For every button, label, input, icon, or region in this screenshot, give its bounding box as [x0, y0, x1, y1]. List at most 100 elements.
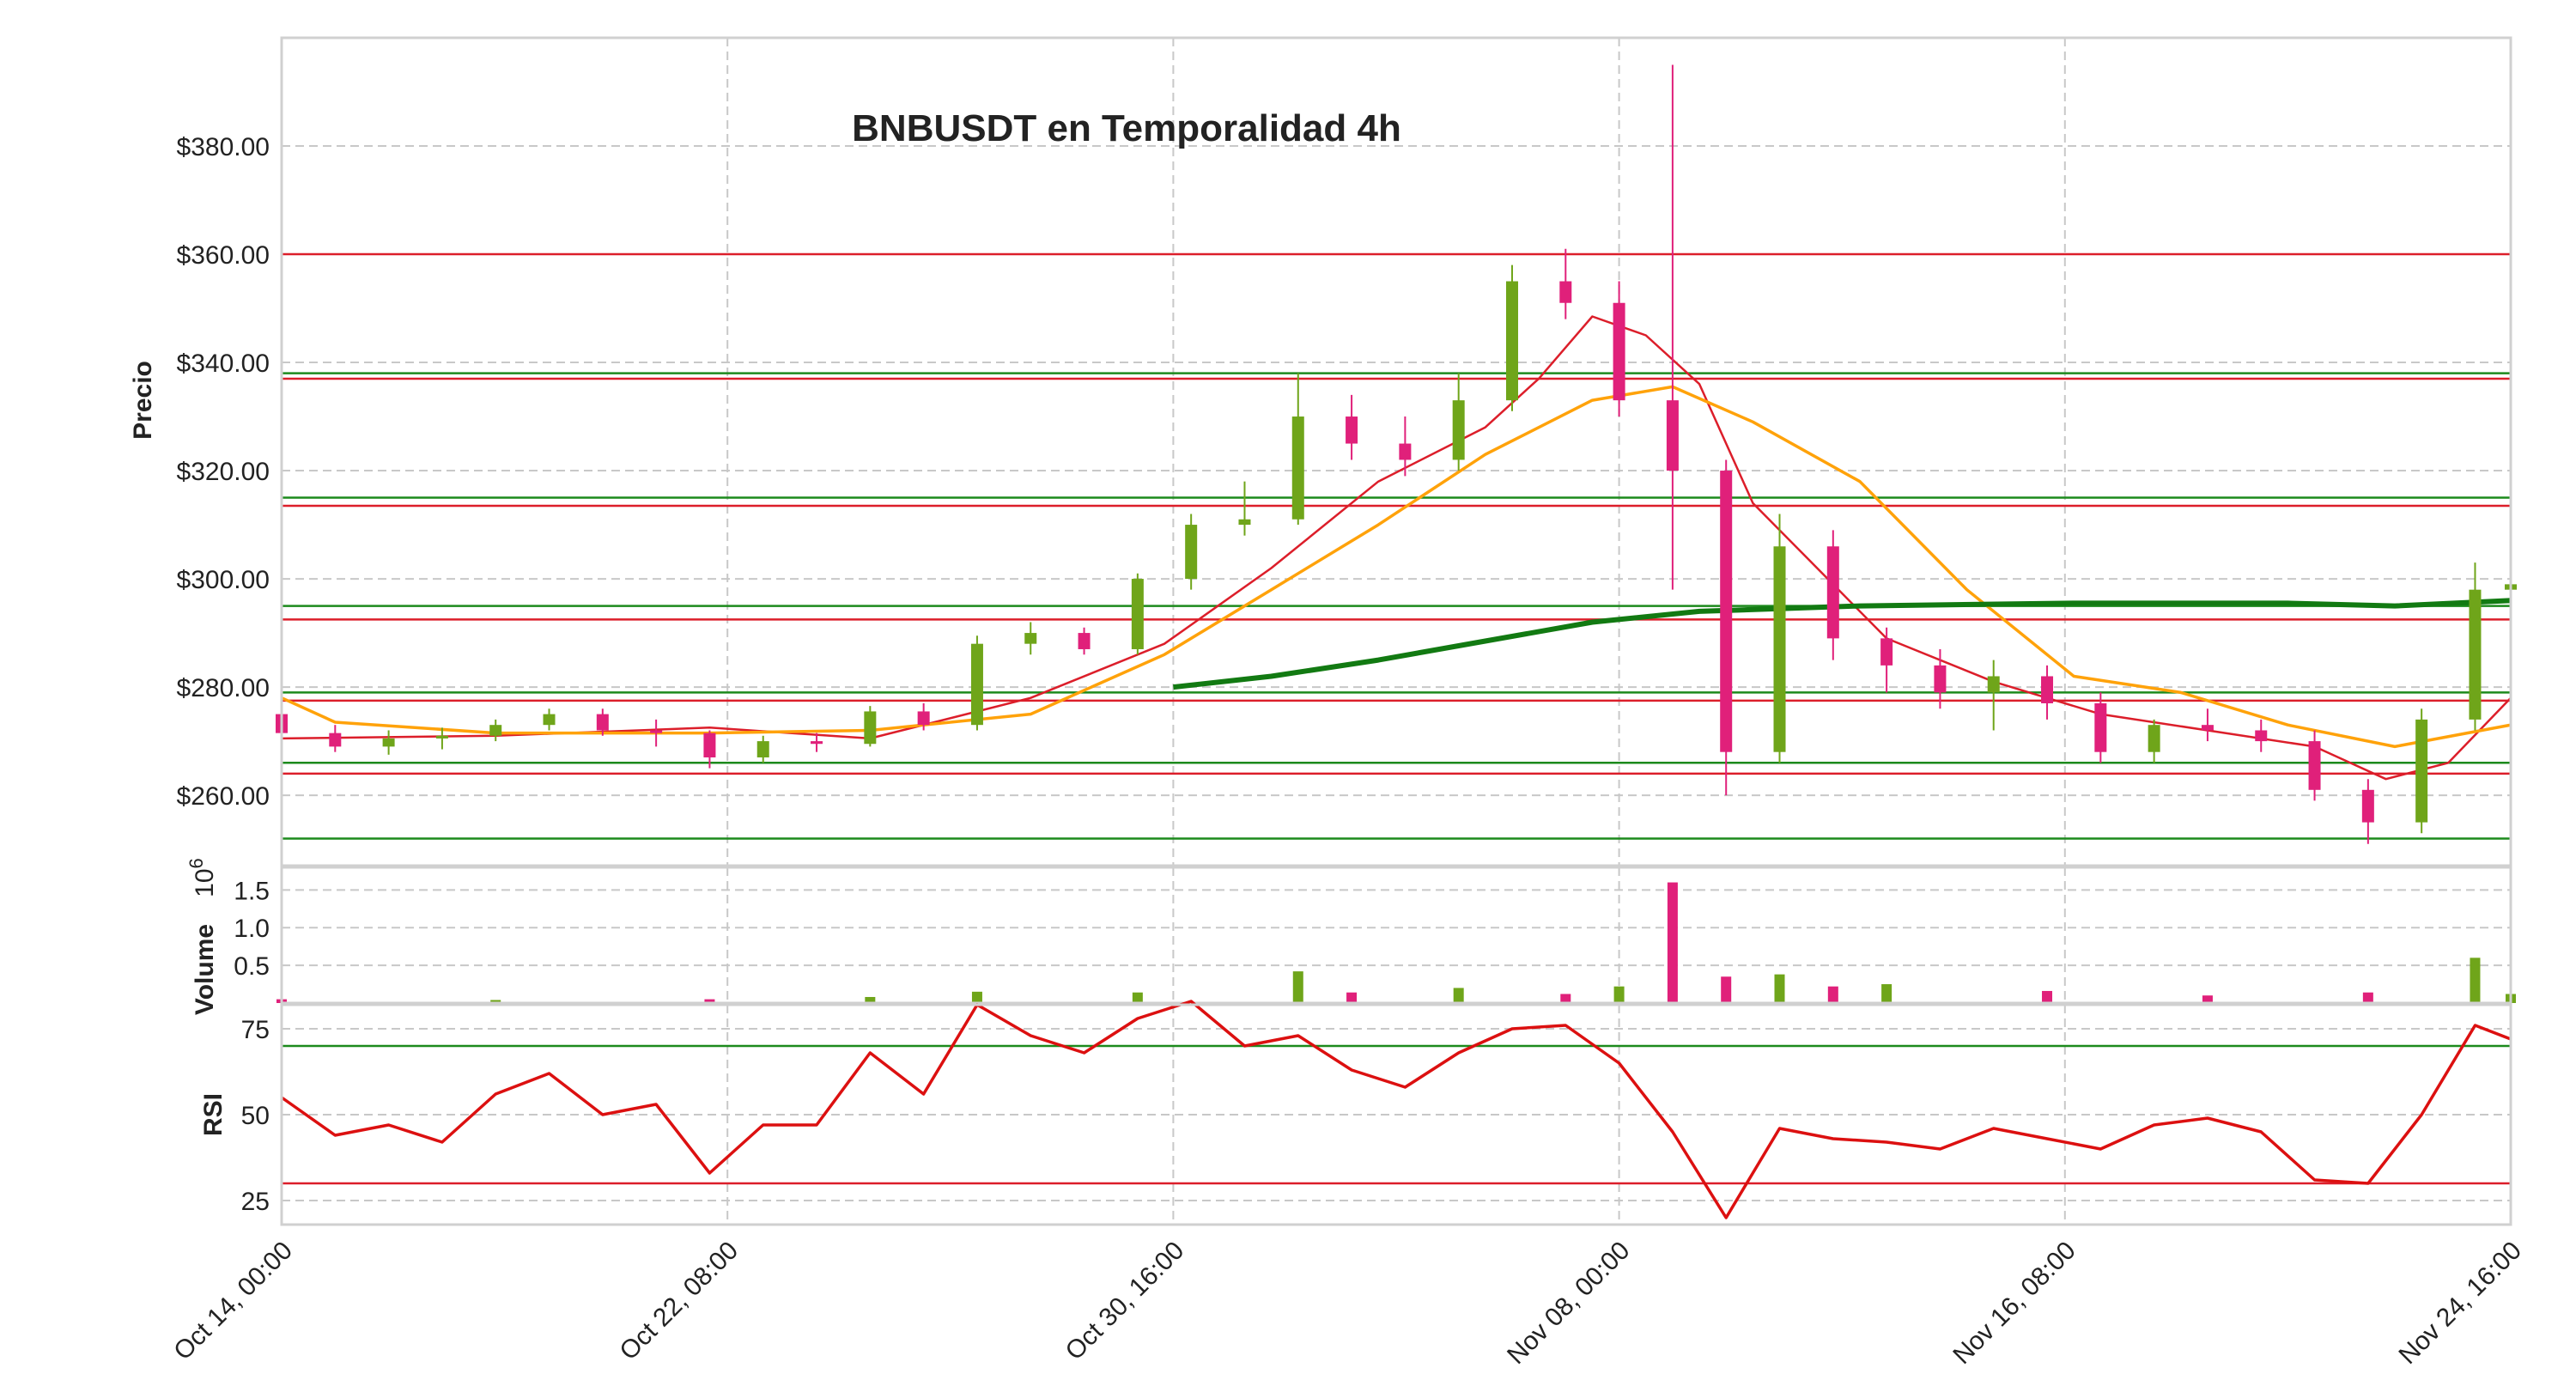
candle-body: [435, 735, 448, 739]
candle-body: [2308, 741, 2321, 790]
volume-bar: [1453, 988, 1464, 1003]
volume-panel: 0.5 1.0 1.5 Volume 106: [185, 858, 2516, 1015]
volume-tick-label: 1.0: [234, 915, 270, 943]
rsi-y-axis-label: RSI: [199, 1093, 228, 1136]
volume-bar: [2202, 995, 2213, 1003]
candle-body: [1452, 400, 1465, 460]
chart-title: BNBUSDT en Temporalidad 4h: [852, 107, 1401, 149]
volume-bar: [1667, 882, 1678, 1003]
volume-bar: [1132, 992, 1143, 1003]
candle-body: [1826, 546, 1839, 639]
candle-body: [1505, 281, 1518, 401]
rsi-tick-label: 25: [241, 1188, 270, 1216]
volume-y-axis-label: Volume: [191, 924, 219, 1015]
volume-bar: [2470, 958, 2481, 1003]
volume-multiplier-base: 10: [191, 868, 219, 897]
candle-body: [1399, 443, 1412, 460]
price-tick-label: $360.00: [177, 241, 270, 270]
price-y-axis-label: Precio: [129, 361, 157, 440]
candle-body: [1613, 302, 1625, 401]
candle-body: [811, 741, 823, 745]
volume-bar: [1881, 984, 1893, 1003]
volume-bar: [971, 991, 982, 1003]
price-panel: $260.00 $280.00 $300.00 $320.00 $340.00 $360.…: [129, 36, 2517, 867]
rsi-y-ticks: 25 50 75: [241, 1016, 270, 1216]
candle-body: [2201, 725, 2214, 731]
price-tick-label: $380.00: [177, 133, 270, 161]
candle-body: [864, 711, 877, 745]
volume-bar: [1827, 986, 1838, 1003]
candle-body: [1559, 281, 1572, 303]
volume-y-ticks: 0.5 1.0 1.5: [234, 877, 270, 981]
moving-average-line: [281, 385, 2512, 749]
candle-body: [1773, 546, 1786, 752]
volume-bar: [1613, 986, 1625, 1003]
rsi-series-line: [280, 1000, 2512, 1219]
candle-body: [1666, 400, 1679, 471]
rsi-line: [280, 1000, 2512, 1219]
candle-body: [2148, 725, 2160, 752]
candle-body: [2415, 719, 2428, 823]
candle-body: [703, 733, 716, 757]
candle-body: [1024, 633, 1037, 644]
volume-grid: [281, 867, 2512, 1003]
volume-frame: [280, 866, 2512, 1005]
candle-body: [2094, 702, 2107, 752]
rsi-levels: [282, 1044, 2511, 1185]
price-candles: [276, 64, 2517, 844]
candle-body: [1987, 676, 2000, 693]
price-tick-label: $260.00: [177, 782, 270, 811]
candle-body: [1291, 416, 1304, 520]
price-tick-label: $340.00: [177, 350, 270, 378]
volume-bars: [276, 882, 2516, 1003]
candle-body: [2041, 676, 2054, 703]
volume-bar: [1721, 976, 1732, 1003]
volume-bar: [1292, 971, 1303, 1003]
rsi-tick-label: 75: [241, 1016, 270, 1044]
candle-body: [1720, 471, 1733, 752]
candle-body: [2255, 730, 2268, 742]
price-grid: [281, 38, 2512, 866]
candle-body: [329, 733, 342, 747]
price-tick-label: $300.00: [177, 566, 270, 594]
price-levels: [282, 252, 2511, 840]
candle-body: [1131, 579, 1144, 649]
volume-bar: [704, 999, 715, 1003]
rsi-frame: [280, 1003, 2512, 1226]
candle-body: [1346, 416, 1358, 444]
candle-body: [1185, 525, 1198, 580]
candle-body: [596, 714, 609, 731]
price-y-ticks: $260.00 $280.00 $300.00 $320.00 $340.00 $360.…: [177, 133, 270, 811]
candle-body: [1078, 633, 1091, 649]
volume-tick-label: 0.5: [234, 952, 270, 981]
candle-body: [1880, 638, 1893, 666]
candle-body: [2361, 789, 2374, 823]
volume-bar: [2042, 990, 2053, 1003]
candle-body: [917, 711, 930, 726]
volume-multiplier: 106: [185, 858, 219, 897]
volume-bar: [2362, 992, 2373, 1003]
candle-body: [1934, 665, 1947, 693]
volume-bar: [1774, 974, 1785, 1003]
candle-body: [970, 643, 983, 726]
moving-average-line: [1173, 598, 2512, 690]
volume-bar: [1346, 992, 1358, 1003]
candle-body: [543, 714, 556, 726]
candle-body: [489, 725, 502, 736]
candle-body: [1238, 519, 1251, 526]
rsi-tick-label: 50: [241, 1102, 270, 1130]
candle-body: [756, 741, 769, 757]
volume-multiplier-exponent: 6: [185, 858, 207, 868]
volume-bar: [865, 996, 876, 1003]
candle-body: [2469, 589, 2482, 720]
volume-bar: [1560, 994, 1571, 1003]
price-frame: [280, 36, 2512, 867]
candle-body: [650, 730, 663, 733]
price-tick-label: $320.00: [177, 458, 270, 486]
rsi-panel: 25 50 75 RSI: [199, 1000, 2512, 1226]
candle-body: [382, 738, 395, 747]
price-tick-label: $280.00: [177, 674, 270, 702]
volume-bar: [490, 1000, 501, 1003]
volume-tick-label: 1.5: [234, 877, 270, 905]
